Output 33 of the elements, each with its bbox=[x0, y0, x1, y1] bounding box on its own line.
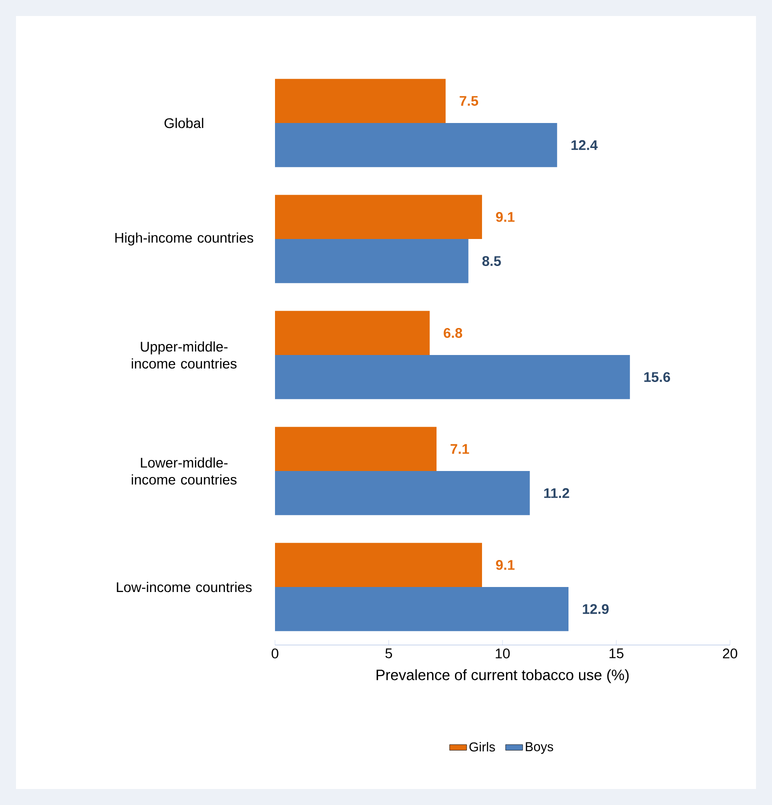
data-label: 15.6 bbox=[644, 372, 670, 382]
x-tick-label: 5 bbox=[385, 648, 392, 658]
data-label: 7.5 bbox=[460, 96, 478, 106]
data-label: 12.9 bbox=[582, 604, 609, 614]
x-axis-title: Prevalence of current tobacco use (%) bbox=[376, 669, 629, 684]
y-tick-label: High-income countries bbox=[115, 232, 254, 246]
y-tick-label: Global bbox=[164, 118, 204, 128]
legend-label: Girls bbox=[469, 742, 495, 752]
data-label: 6.8 bbox=[444, 328, 462, 338]
bar bbox=[275, 542, 482, 588]
bar bbox=[275, 587, 568, 632]
y-tick-label: Lower-middle-income countries bbox=[132, 457, 237, 485]
y-tick-label: Upper-middle-income countries bbox=[132, 341, 237, 369]
legend-label: Boys bbox=[526, 742, 554, 754]
y-tick-label: Low-income countries bbox=[116, 582, 252, 592]
bar bbox=[275, 310, 430, 356]
bar bbox=[275, 78, 446, 124]
data-label: 11.2 bbox=[544, 488, 570, 498]
bar bbox=[275, 471, 530, 516]
bar bbox=[275, 426, 437, 472]
bar bbox=[275, 239, 468, 284]
data-label: 9.1 bbox=[496, 212, 515, 222]
bar bbox=[275, 194, 482, 240]
x-tick-label: 20 bbox=[722, 648, 738, 658]
data-label: 8.5 bbox=[482, 256, 501, 266]
data-label: 12.4 bbox=[572, 140, 598, 150]
bar bbox=[275, 355, 630, 400]
bar bbox=[275, 123, 558, 168]
x-tick-label: 15 bbox=[610, 648, 624, 658]
x-tick-label: 0 bbox=[272, 648, 278, 658]
data-label: 7.1 bbox=[450, 444, 470, 454]
x-tick-label: 10 bbox=[496, 648, 510, 658]
data-label: 9.1 bbox=[496, 560, 515, 570]
